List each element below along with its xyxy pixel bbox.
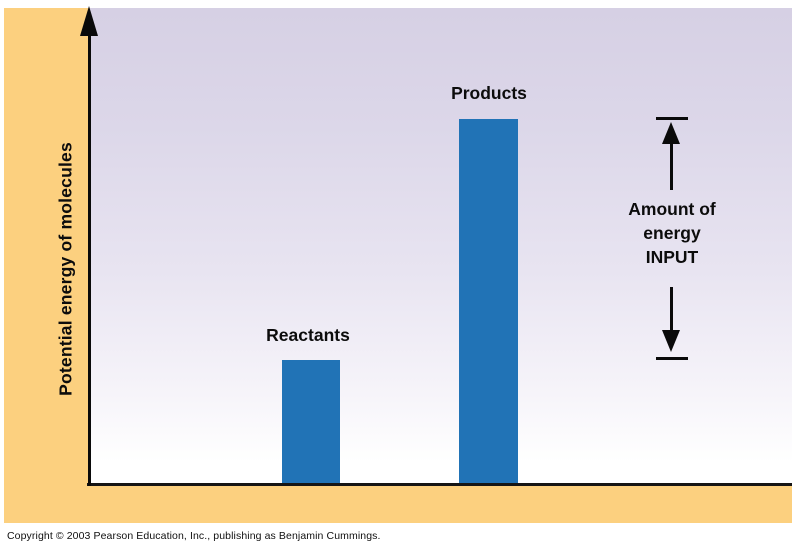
y-axis-arrow-icon <box>80 6 98 36</box>
annotation-line-1: Amount of <box>628 199 716 219</box>
annotation-line-3: INPUT <box>645 247 699 267</box>
y-axis-label: Potential energy of molecules <box>55 142 76 396</box>
products-bar <box>459 119 518 483</box>
y-axis-line <box>88 22 91 486</box>
down-arrow-shaft <box>670 287 673 334</box>
copyright-text: Copyright © 2003 Pearson Education, Inc.… <box>7 530 381 542</box>
plot-area <box>89 8 792 486</box>
products-bar-label: Products <box>451 83 527 103</box>
annotation-bottom-cap <box>656 357 688 360</box>
annotation-line-2: energy <box>643 223 701 243</box>
reactants-bar <box>282 360 340 483</box>
reactants-bar-label: Reactants <box>266 325 350 345</box>
up-arrow-icon <box>662 122 680 144</box>
energy-input-annotation: Amount of energy INPUT <box>597 197 747 269</box>
up-arrow-shaft <box>670 141 673 190</box>
down-arrow-icon <box>662 330 680 352</box>
figure-border-bottom <box>4 486 792 523</box>
x-axis-line <box>87 483 792 486</box>
figure-frame: Potential energy of molecules Reactants … <box>4 6 792 523</box>
figure-border-left <box>4 8 89 523</box>
annotation-top-cap <box>656 117 688 120</box>
